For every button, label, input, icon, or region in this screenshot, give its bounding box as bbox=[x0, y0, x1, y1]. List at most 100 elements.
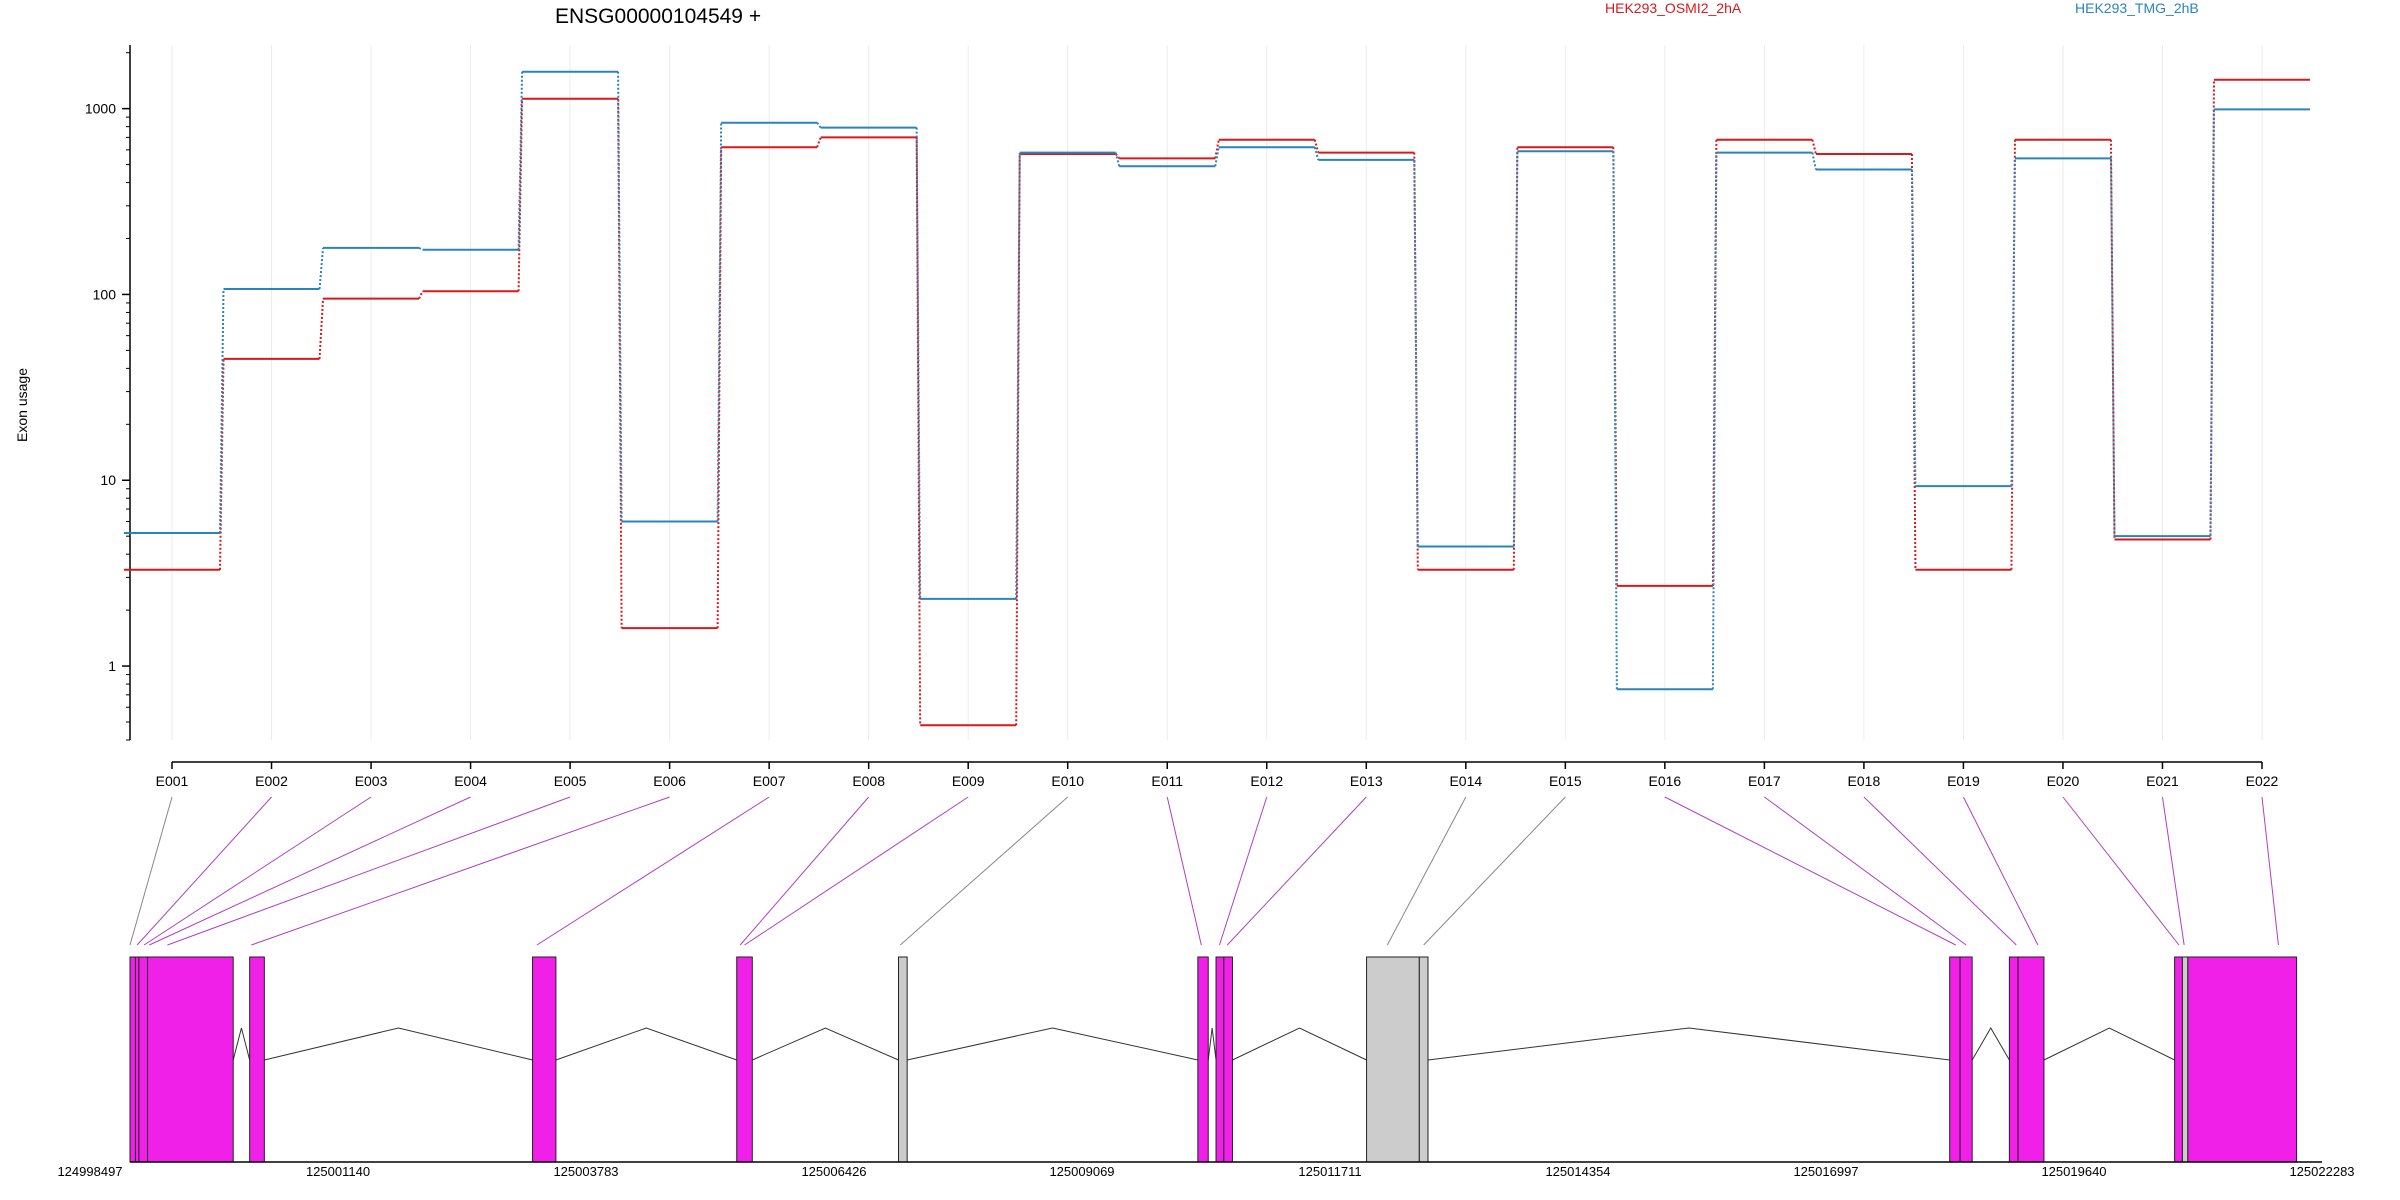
x-tick-label: E016 bbox=[1649, 773, 1682, 789]
coordinate-label: 125014354 bbox=[1545, 1164, 1610, 1179]
exon-box bbox=[898, 956, 908, 1163]
coordinate-label: 125016997 bbox=[1793, 1164, 1858, 1179]
coordinate-label: 125001140 bbox=[306, 1164, 370, 1179]
x-tick-label: E008 bbox=[852, 773, 885, 789]
coordinate-label: 125006426 bbox=[801, 1164, 866, 1179]
legend-label-series-2: HEK293_TMG_2hB bbox=[2075, 0, 2199, 16]
intron bbox=[555, 1027, 737, 1061]
series-connector bbox=[1711, 139, 1718, 586]
intron bbox=[1207, 1027, 1217, 1061]
exon-box bbox=[2187, 956, 2298, 1163]
y-tick-label: 10 bbox=[100, 472, 116, 488]
x-tick-label: E015 bbox=[1549, 773, 1582, 789]
x-tick-label: E022 bbox=[2246, 773, 2279, 789]
exon-connector bbox=[1664, 796, 1956, 946]
intron bbox=[1971, 1027, 2010, 1061]
x-tick-label: E017 bbox=[1748, 773, 1781, 789]
exon-connector bbox=[739, 796, 870, 946]
legend-label-series-1: HEK293_OSMI2_2hA bbox=[1605, 0, 1742, 16]
exon-connector bbox=[251, 796, 670, 946]
series-connector bbox=[219, 288, 225, 534]
exon-box bbox=[138, 956, 149, 1163]
exon-connector bbox=[1226, 796, 1367, 946]
exon-box bbox=[1366, 956, 1420, 1163]
exon-connector bbox=[536, 796, 770, 946]
series-connector bbox=[617, 71, 623, 522]
series-connector bbox=[517, 98, 524, 292]
x-tick-label: E018 bbox=[1848, 773, 1881, 789]
exon-connector bbox=[1962, 796, 2039, 946]
x-tick-label: E020 bbox=[2047, 773, 2080, 789]
y-tick-label: 100 bbox=[93, 286, 117, 302]
exon-box bbox=[1215, 956, 1225, 1163]
x-tick-label: E021 bbox=[2146, 773, 2179, 789]
x-tick-label: E004 bbox=[454, 773, 487, 789]
series-connector bbox=[1214, 139, 1220, 159]
exon-box bbox=[736, 956, 753, 1163]
exon-connector bbox=[2062, 796, 2180, 946]
series-connector bbox=[1612, 151, 1618, 690]
series-connector bbox=[517, 71, 524, 250]
x-tick-label: E005 bbox=[554, 773, 587, 789]
intron bbox=[1232, 1027, 1367, 1061]
exon-box bbox=[147, 956, 234, 1163]
exon-connector bbox=[1219, 796, 1268, 946]
x-tick-label: E007 bbox=[753, 773, 786, 789]
series-connector bbox=[816, 137, 822, 148]
exon-connector bbox=[2161, 796, 2185, 946]
y-axis-label: Exon usage bbox=[14, 368, 30, 442]
series-connector bbox=[2010, 158, 2016, 487]
series-connector bbox=[418, 247, 424, 251]
series-connector bbox=[1114, 153, 1121, 159]
series-connector bbox=[617, 98, 623, 629]
exon-box bbox=[2181, 956, 2189, 1163]
x-tick-label: E001 bbox=[156, 773, 189, 789]
intron bbox=[264, 1027, 533, 1061]
exon-box bbox=[1197, 956, 1209, 1163]
x-tick-label: E009 bbox=[952, 773, 985, 789]
series-connector bbox=[915, 127, 922, 599]
series-connector bbox=[1711, 152, 1718, 690]
x-tick-label: E014 bbox=[1449, 773, 1482, 789]
exon-box bbox=[1959, 956, 1973, 1163]
exon-connector bbox=[149, 796, 471, 946]
intron bbox=[232, 1027, 251, 1061]
coordinate-label: 124998497 bbox=[57, 1164, 122, 1179]
exon-box bbox=[532, 956, 557, 1163]
exon-box bbox=[2174, 956, 2183, 1163]
coordinate-label: 125003783 bbox=[553, 1164, 618, 1179]
coordinate-label: 125009069 bbox=[1049, 1164, 1114, 1179]
chart-title: ENSG00000104549 + bbox=[555, 5, 761, 28]
x-tick-label: E006 bbox=[653, 773, 686, 789]
series-connector bbox=[1910, 169, 1917, 487]
series-connector bbox=[816, 122, 822, 129]
series-connector bbox=[1015, 153, 1021, 726]
exon-connector bbox=[1166, 796, 1202, 946]
exon-connector bbox=[129, 796, 173, 946]
exon-box bbox=[1949, 956, 1961, 1163]
exon-box bbox=[2017, 956, 2045, 1163]
exon-box bbox=[2008, 956, 2019, 1163]
exon-connector bbox=[1423, 796, 1566, 946]
series-connector bbox=[2109, 158, 2116, 537]
exon-connector bbox=[1863, 796, 2017, 946]
axes: 1 10 100 1000 E001 E002 E003 E004 E005 E006 E007 E0… bbox=[85, 45, 2279, 789]
gene-model: 124998497 125001140 125003783 125006426 1250… bbox=[57, 956, 2355, 1179]
exon-connector bbox=[2261, 796, 2279, 946]
exon-box bbox=[129, 956, 136, 1163]
series-connector bbox=[1214, 147, 1220, 167]
series-line bbox=[124, 70, 2310, 691]
y-tick-label: 1 bbox=[108, 658, 116, 674]
grid-lines bbox=[171, 45, 2263, 740]
intron bbox=[2043, 1027, 2175, 1061]
exon-connector bbox=[899, 796, 1069, 946]
exon-connector bbox=[136, 796, 272, 946]
exon-connector bbox=[1386, 796, 1467, 946]
series-connector bbox=[2209, 109, 2215, 537]
exon-box bbox=[134, 956, 140, 1163]
x-tick-label: E002 bbox=[255, 773, 288, 789]
series-connector bbox=[2109, 139, 2116, 540]
series-connector bbox=[915, 137, 922, 726]
exon-connectors bbox=[129, 796, 2279, 946]
